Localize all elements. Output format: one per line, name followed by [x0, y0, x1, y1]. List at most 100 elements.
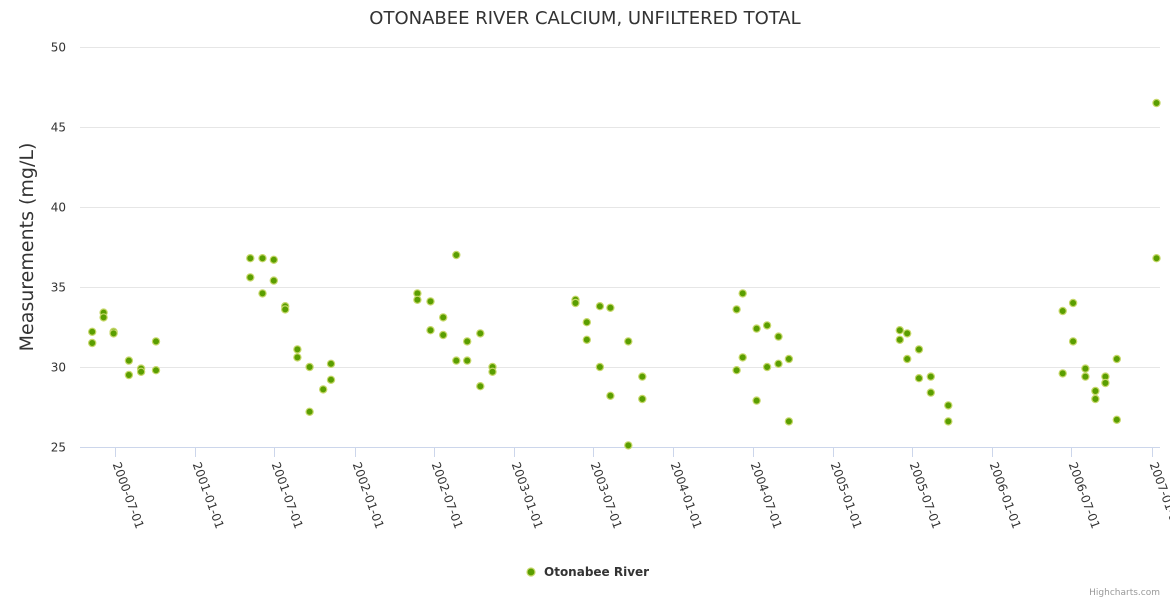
data-point[interactable] [488, 367, 497, 376]
data-point[interactable] [914, 345, 924, 354]
legend[interactable]: Otonabee River [526, 565, 649, 579]
data-point[interactable] [246, 273, 255, 282]
data-point[interactable] [606, 303, 615, 312]
data-point[interactable] [624, 337, 633, 346]
data-point[interactable] [582, 318, 592, 327]
data-point[interactable] [293, 345, 302, 354]
data-point[interactable] [571, 298, 580, 308]
legend-marker-otonabee-river[interactable] [526, 567, 536, 577]
data-point[interactable] [1081, 364, 1090, 373]
x-tick-label-2002-01-01: 2002-01-01 [350, 460, 387, 530]
data-point[interactable] [426, 297, 435, 306]
x-tick-label-2005-01-01: 2005-01-01 [828, 460, 865, 530]
data-point[interactable] [1091, 386, 1100, 396]
data-point[interactable] [926, 388, 936, 397]
data-point[interactable] [439, 330, 448, 340]
data-point[interactable] [638, 394, 647, 404]
data-point[interactable] [1081, 372, 1090, 381]
data-point[interactable] [452, 250, 461, 260]
y-tick-label-40: 40 [51, 201, 66, 215]
data-point[interactable] [426, 326, 435, 335]
data-point[interactable] [752, 396, 761, 405]
data-point[interactable] [136, 367, 146, 376]
data-point[interactable] [762, 362, 772, 372]
data-point[interactable] [305, 362, 314, 372]
data-point[interactable] [1068, 337, 1078, 346]
data-point[interactable] [595, 302, 605, 311]
data-point[interactable] [124, 356, 134, 365]
credits-link[interactable]: Highcharts.com [1089, 588, 1160, 598]
data-point[interactable] [606, 391, 615, 400]
data-point[interactable] [774, 359, 783, 368]
data-point[interactable] [903, 354, 912, 364]
data-point[interactable] [269, 255, 278, 264]
data-point[interactable] [258, 254, 267, 263]
data-point[interactable] [99, 313, 108, 322]
data-point[interactable] [762, 321, 772, 330]
data-point[interactable] [281, 305, 290, 314]
data-point[interactable] [305, 407, 314, 416]
data-point[interactable] [903, 329, 912, 338]
data-point[interactable] [439, 313, 448, 322]
data-point[interactable] [124, 370, 134, 380]
data-point[interactable] [1091, 394, 1100, 404]
data-point[interactable] [784, 354, 794, 364]
data-point[interactable] [1152, 98, 1161, 108]
x-tick-label-2006-07-01: 2006-07-01 [1066, 460, 1103, 530]
data-point[interactable] [151, 337, 161, 346]
data-point[interactable] [269, 276, 278, 285]
data-point[interactable] [774, 332, 783, 341]
y-tick-label-50: 50 [51, 41, 66, 55]
x-axis-ticks: 2000-07-01 2001-01-01 2001-07-01 2002-01-01… [110, 447, 1170, 531]
data-point[interactable] [1112, 354, 1122, 364]
data-point[interactable] [752, 324, 761, 333]
data-point[interactable] [944, 401, 953, 410]
data-point[interactable] [319, 385, 328, 394]
data-point[interactable] [914, 374, 924, 383]
data-point[interactable] [109, 329, 118, 338]
y-tick-label-30: 30 [51, 361, 66, 375]
data-point[interactable] [1058, 369, 1067, 378]
scatter-series-otonabee-river[interactable] [87, 98, 1161, 450]
data-point[interactable] [463, 337, 472, 346]
x-tick-label-2001-01-01: 2001-01-01 [190, 460, 227, 530]
data-point[interactable] [582, 335, 592, 344]
data-point[interactable] [326, 375, 336, 384]
data-point[interactable] [895, 326, 905, 335]
data-point[interactable] [87, 327, 97, 336]
data-point[interactable] [738, 353, 747, 362]
x-tick-label-2007-01-01: 2007-01-01 [1147, 460, 1170, 530]
data-point[interactable] [463, 356, 472, 365]
data-point[interactable] [293, 353, 302, 362]
data-point[interactable] [452, 356, 461, 365]
x-tick-label-2004-01-01: 2004-01-01 [668, 460, 705, 530]
data-point[interactable] [476, 329, 485, 338]
data-point[interactable] [1068, 298, 1078, 308]
data-point[interactable] [1112, 415, 1122, 424]
data-point[interactable] [151, 366, 161, 375]
data-point[interactable] [326, 359, 336, 368]
data-point[interactable] [895, 335, 905, 344]
data-point[interactable] [595, 362, 605, 372]
data-point[interactable] [638, 372, 647, 381]
data-point[interactable] [926, 372, 936, 381]
data-point[interactable] [944, 417, 953, 426]
chart-title: OTONABEE RIVER CALCIUM, UNFILTERED TOTAL [369, 8, 800, 29]
data-point[interactable] [258, 289, 267, 298]
y-tick-label-35: 35 [51, 281, 66, 295]
data-point[interactable] [1101, 378, 1110, 388]
x-tick-label-2001-07-01: 2001-07-01 [269, 460, 306, 530]
data-point[interactable] [1152, 254, 1161, 263]
data-point[interactable] [732, 366, 741, 375]
data-point[interactable] [784, 417, 794, 426]
data-point[interactable] [476, 382, 485, 391]
data-point[interactable] [732, 305, 741, 314]
data-point[interactable] [624, 441, 633, 450]
data-point[interactable] [738, 289, 747, 298]
grid-lines [80, 47, 1160, 368]
data-point[interactable] [246, 254, 255, 263]
data-point[interactable] [87, 338, 97, 348]
legend-item-otonabee-river[interactable]: Otonabee River [544, 565, 649, 579]
data-point[interactable] [413, 295, 422, 304]
data-point[interactable] [1058, 306, 1067, 316]
